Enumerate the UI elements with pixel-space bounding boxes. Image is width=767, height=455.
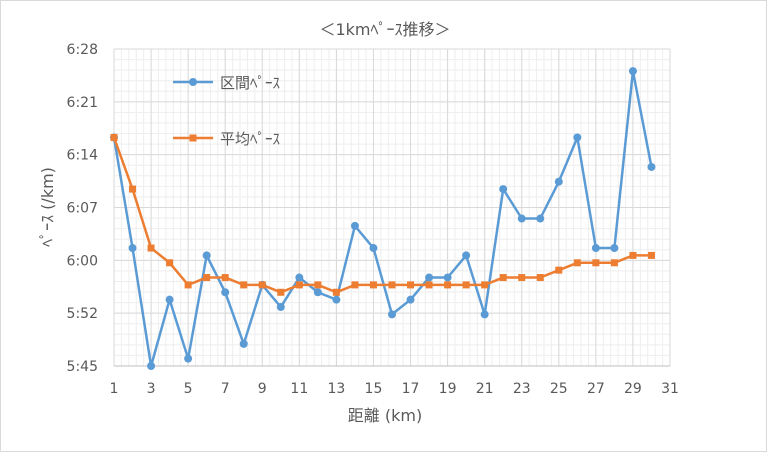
x-tick-label: 9 [258, 381, 267, 397]
data-point [388, 310, 396, 319]
data-point [591, 244, 600, 253]
data-point [258, 281, 266, 289]
y-tick-label: 5:45 [67, 359, 98, 375]
data-point [573, 133, 582, 142]
legend-label: 区間ﾍﾟｰｽ [220, 74, 280, 92]
data-point [406, 295, 415, 304]
data-point [647, 162, 656, 171]
data-point [629, 251, 637, 259]
data-point [240, 281, 248, 289]
x-tick-label: 17 [402, 381, 420, 397]
data-point [295, 273, 304, 282]
x-tick-label: 19 [439, 381, 457, 397]
data-point [481, 281, 489, 289]
data-point [239, 339, 248, 348]
data-point [592, 259, 600, 267]
data-point [369, 281, 377, 289]
data-point [221, 288, 230, 297]
x-tick-label: 11 [290, 381, 308, 397]
data-point [610, 244, 619, 253]
y-tick-label: 6:14 [67, 148, 99, 164]
data-point [221, 274, 229, 282]
data-point [147, 362, 156, 370]
data-point [425, 273, 434, 282]
y-tick-label: 6:00 [67, 253, 98, 269]
data-point [110, 133, 118, 141]
data-point [147, 244, 155, 252]
y-axis-label: ﾍﾟｰｽ (/km) [38, 167, 57, 247]
data-point [332, 288, 340, 296]
x-tick-label: 31 [661, 381, 679, 397]
y-tick-label: 6:21 [67, 95, 98, 111]
data-point [554, 177, 563, 186]
data-point [203, 274, 211, 282]
data-point [332, 295, 341, 304]
data-point [536, 214, 545, 223]
data-point [351, 281, 359, 289]
data-point [184, 281, 192, 289]
legend-marker [189, 134, 197, 142]
data-point [388, 281, 396, 289]
data-point [314, 281, 322, 289]
data-point [517, 214, 526, 223]
y-tick-label: 5:52 [67, 306, 98, 322]
data-point [184, 354, 193, 363]
x-tick-label: 3 [147, 381, 156, 397]
y-tick-label: 6:28 [67, 42, 98, 58]
y-tick-label: 6:07 [67, 201, 98, 217]
data-point [628, 67, 637, 76]
data-point [425, 281, 433, 289]
data-point [499, 185, 508, 194]
x-tick-label: 7 [221, 381, 230, 397]
data-point [128, 244, 137, 253]
x-tick-label: 29 [624, 381, 642, 397]
data-point [276, 303, 285, 312]
series-line-1 [112, 70, 653, 367]
data-point [610, 259, 618, 267]
data-point [443, 273, 452, 282]
data-point [277, 288, 285, 296]
data-point [444, 281, 452, 289]
data-point [369, 244, 378, 253]
data-point [573, 259, 581, 267]
data-point [462, 251, 471, 260]
legend-label: 平均ﾍﾟｰｽ [220, 130, 280, 148]
data-point [407, 281, 415, 289]
data-point [462, 281, 470, 289]
data-point [202, 251, 211, 260]
data-point [165, 295, 174, 304]
series-line-2 [112, 137, 652, 294]
x-tick-label: 13 [327, 381, 345, 397]
data-point [295, 281, 303, 289]
data-point [536, 274, 544, 282]
x-axis-label: 距離 (km) [348, 406, 422, 425]
x-tick-label: 1 [110, 381, 119, 397]
data-point [129, 185, 137, 193]
x-tick-label: 5 [184, 381, 193, 397]
x-tick-label: 21 [476, 381, 494, 397]
data-point [480, 310, 489, 319]
x-tick-label: 23 [513, 381, 531, 397]
x-tick-label: 15 [365, 381, 383, 397]
legend-marker [189, 78, 197, 86]
x-tick-label: 27 [587, 381, 605, 397]
data-point [518, 274, 526, 282]
data-point [647, 251, 655, 259]
data-point [166, 259, 174, 267]
data-point [350, 221, 359, 230]
chart-title: ＜1kmﾍﾟｰｽ推移＞ [319, 20, 450, 39]
data-point [555, 266, 563, 274]
data-point [313, 288, 322, 297]
x-tick-label: 25 [550, 381, 568, 397]
data-point [499, 274, 507, 282]
